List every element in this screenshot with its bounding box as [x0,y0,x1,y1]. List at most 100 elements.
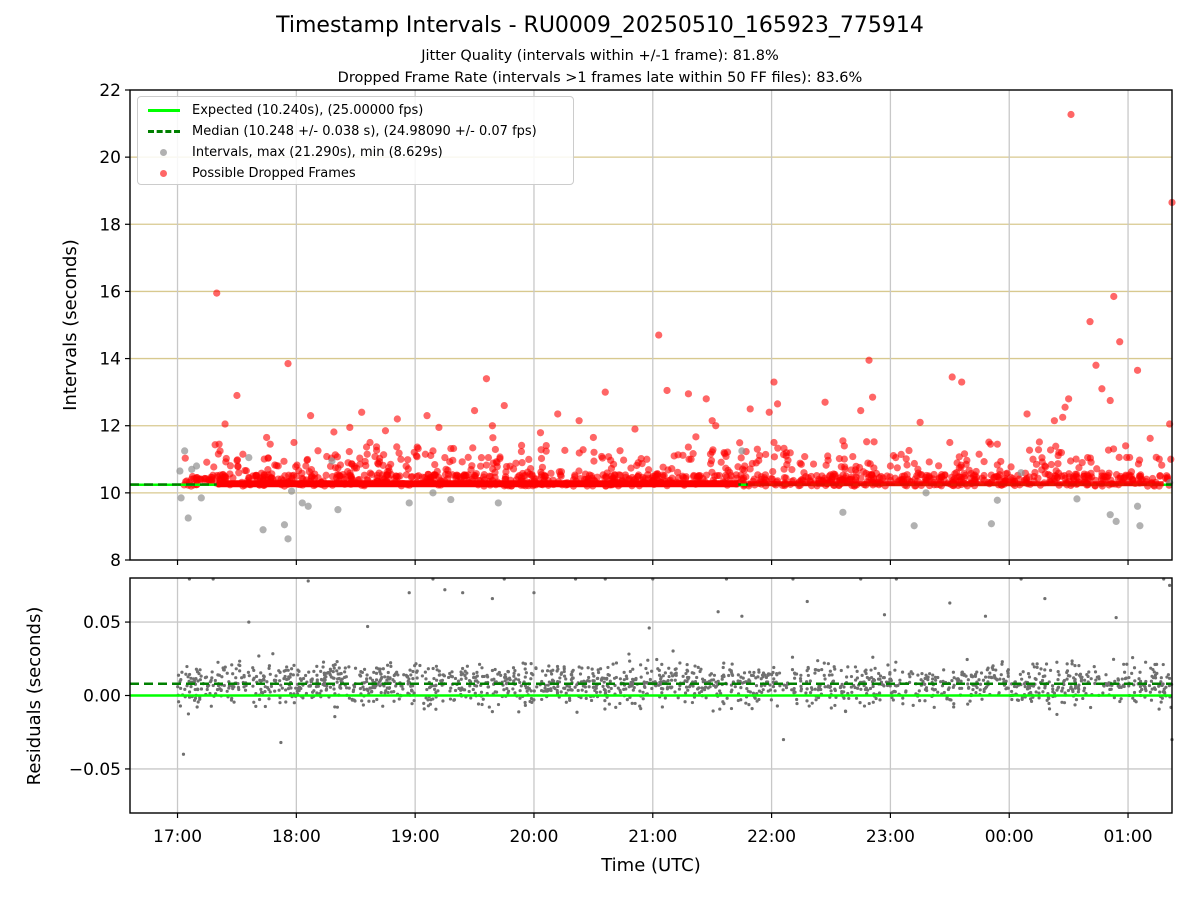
residual-point [351,688,356,692]
residual-point [1020,677,1024,681]
residual-point [299,686,303,691]
residual-point [474,684,479,688]
residual-point [1089,677,1093,681]
dropped-frame-point [302,462,310,470]
dropped-frame-point [266,440,274,448]
residual-point [607,689,611,693]
residual-point [208,680,212,684]
residual-point [816,659,820,663]
dropped-frame-point [786,449,794,457]
residual-point [1066,674,1071,678]
residual-point [365,677,369,681]
residual-point [655,657,659,662]
dropped-frame-point [946,438,954,447]
dropped-frame-point [222,454,230,463]
residual-point [805,599,809,604]
residual-point [596,668,600,672]
residual-point [521,661,525,665]
dropped-frame-point [366,469,374,477]
dropped-frame-point [542,442,550,450]
residual-point [624,674,628,678]
dropped-frame-point [900,472,908,480]
residual-point [730,672,734,676]
residual-point [595,690,599,694]
residual-point [374,671,379,675]
residual-point [370,689,374,693]
dropped-frame-point [1086,318,1094,326]
residual-point [1111,657,1116,661]
residual-point [247,674,251,678]
residual-point [505,677,509,681]
residual-point [991,664,995,668]
dropped-frame-point [620,456,628,464]
residual-point [358,673,362,677]
dropped-frame-point [872,469,881,478]
dropped-frame-point [846,475,854,484]
legend-label-dropped: Possible Dropped Frames [192,165,356,181]
residual-point [278,670,282,674]
residual-point [590,667,594,671]
dropped-frame-point [1023,410,1031,418]
dropped-frame-point [284,360,292,368]
dropped-frame-point [1054,460,1062,468]
residual-point [685,679,689,684]
residual-point [397,697,401,701]
dropped-frame-point [235,469,243,477]
residual-point [684,671,688,676]
residual-point [630,682,635,687]
residual-point [221,666,225,670]
residual-point [373,685,377,689]
residual-point [385,663,390,667]
residual-point [473,691,477,695]
residual-point [517,673,521,677]
residual-point [702,686,706,691]
dropped-frame-point [883,472,891,480]
residual-point [513,668,517,673]
residual-point [181,752,186,756]
residual-point [312,669,316,673]
residual-point [459,688,463,692]
residual-point [773,689,777,693]
residual-point [461,672,465,676]
residual-point [1056,686,1060,690]
residual-point [889,678,893,683]
dropped-frame-point [334,464,342,472]
residual-point [552,685,556,689]
residual-point [523,703,527,707]
residual-point [443,588,447,592]
residual-point [991,667,995,672]
residual-point [586,678,590,683]
residual-point [527,687,531,691]
residual-point [562,669,566,674]
dropped-frame-point [362,461,370,470]
residual-point [517,678,521,682]
dropped-frame-point [616,447,624,455]
residual-point [331,676,335,680]
dropped-frame-point [561,446,569,454]
dropped-frame-point [1071,470,1079,478]
legend-dropped-marker-icon [146,164,180,182]
residual-point [794,672,799,676]
dropped-frame-point [773,400,782,408]
interval-point [1136,522,1144,530]
dropped-frame-point [737,454,745,462]
residual-point [686,688,690,692]
dropped-frame-point [414,472,423,480]
residual-point [638,689,642,693]
residual-point [1015,685,1019,689]
dropped-frame-point [916,418,924,426]
residual-point [315,673,319,677]
residual-point [378,667,382,671]
dropped-frame-point [668,465,676,473]
residual-point [437,673,441,677]
residual-point [558,676,562,680]
residual-point [798,676,803,681]
dropped-frame-point [333,453,341,461]
dropped-frame-point [183,477,191,485]
dropped-frame-point [407,473,415,481]
interval-point [494,499,502,507]
dropped-frame-point [1003,469,1011,477]
residual-point [321,665,325,669]
residual-point [639,707,643,711]
residual-point [742,671,747,675]
